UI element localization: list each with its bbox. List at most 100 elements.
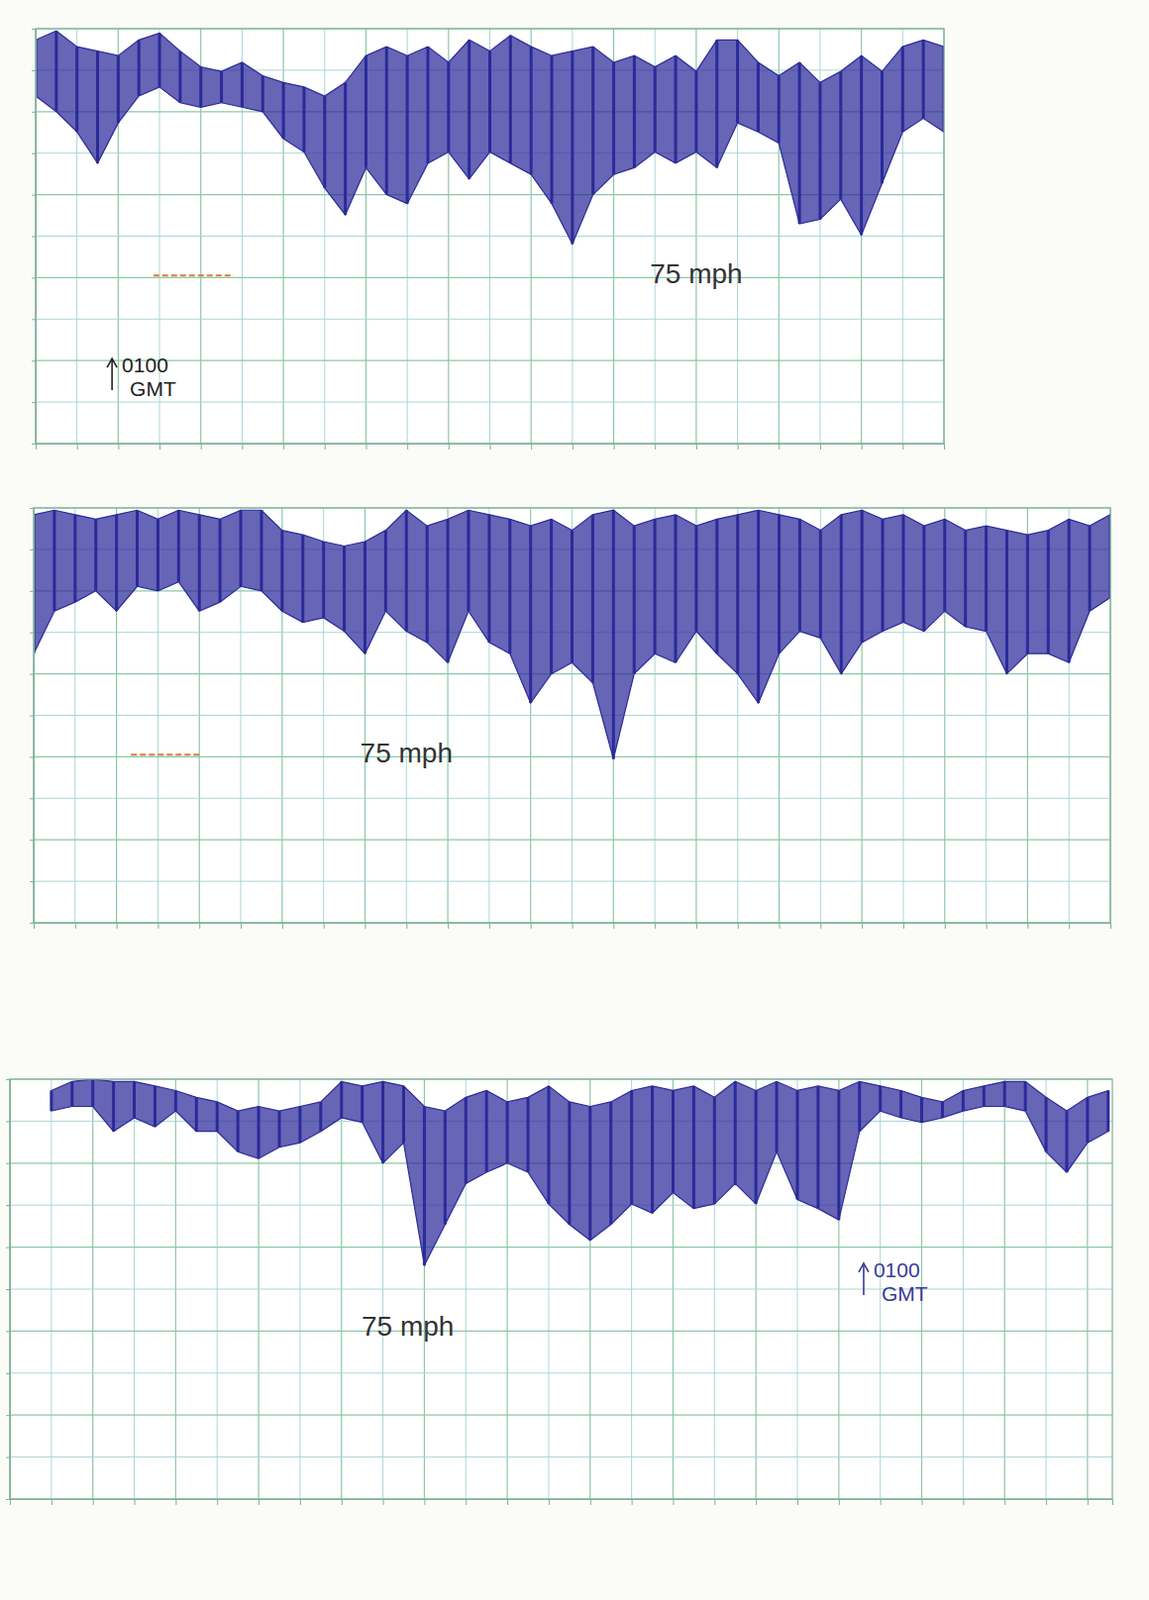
trace-stroke	[1046, 530, 1050, 655]
tick	[383, 1499, 385, 1506]
tick-mark	[530, 443, 532, 450]
trace-stroke	[467, 39, 471, 179]
panel: 75 mph	[29, 508, 1112, 930]
tick	[175, 1499, 177, 1506]
tick-mark	[572, 443, 574, 450]
tick-mark	[572, 923, 574, 930]
tick-mark	[902, 443, 904, 450]
trace-stroke	[922, 39, 926, 118]
arrow-head	[858, 1263, 869, 1273]
threshold-line	[130, 753, 200, 756]
plot-frame	[35, 28, 944, 444]
tick	[944, 923, 946, 930]
trace-stroke	[591, 515, 595, 684]
trace-stroke	[796, 1090, 800, 1200]
trace-stroke	[880, 71, 884, 184]
tick-mark	[5, 1415, 10, 1417]
tick	[613, 923, 615, 930]
panel: 75 mph0100GMT	[31, 28, 945, 450]
tick	[199, 923, 201, 930]
plot-frame	[9, 1079, 1113, 1500]
trace-band	[35, 30, 944, 244]
tick	[5, 1205, 10, 1207]
annotation-arrow	[106, 358, 117, 391]
trace-stroke	[1088, 525, 1092, 612]
tick	[117, 443, 119, 450]
tick-mark	[240, 923, 242, 930]
tick-mark	[779, 923, 781, 930]
tick-mark	[117, 443, 119, 450]
tick-mark	[737, 443, 739, 450]
tick-mark	[407, 443, 409, 450]
trace-stroke	[839, 515, 843, 675]
tick	[755, 1499, 757, 1506]
tick	[216, 1499, 218, 1506]
trace-stroke	[775, 1081, 779, 1152]
tick	[1027, 923, 1029, 930]
grid-line-y	[35, 235, 944, 237]
tick	[5, 1121, 10, 1123]
tick-mark	[654, 923, 656, 930]
tick-mark	[489, 923, 491, 930]
trace-stroke	[277, 1111, 281, 1149]
tick-mark	[820, 443, 822, 450]
trace-stroke	[302, 87, 306, 153]
trace-stroke	[671, 1090, 675, 1193]
trace-stroke	[360, 1086, 364, 1124]
tick-mark	[465, 1499, 467, 1506]
tick	[986, 923, 988, 930]
tick	[922, 1499, 924, 1506]
trace-stroke	[405, 510, 409, 631]
trace-stroke	[694, 71, 698, 153]
trace-stroke	[70, 1081, 74, 1107]
trace-stroke	[798, 62, 802, 224]
plot-background	[33, 508, 1111, 924]
tick	[448, 443, 450, 450]
tick	[530, 923, 532, 930]
tick-mark	[797, 1499, 799, 1506]
tick-mark	[903, 923, 905, 930]
trace-stroke	[1005, 530, 1009, 675]
trace-stroke	[733, 1081, 737, 1184]
tick	[880, 1499, 882, 1506]
tick-mark	[962, 1499, 964, 1506]
grid-line-y	[33, 839, 1111, 841]
tick	[507, 1499, 509, 1506]
tick-mark	[423, 1499, 425, 1506]
trace-stroke	[692, 1086, 696, 1210]
tick-mark	[282, 923, 284, 930]
trace-stroke	[488, 51, 492, 153]
trace-stroke	[464, 1097, 468, 1184]
trace-stroke	[54, 30, 58, 112]
tick	[258, 1499, 260, 1506]
x-axis	[10, 1499, 1114, 1506]
trace-stroke	[384, 530, 388, 613]
grid-line-y	[9, 1247, 1113, 1249]
tick	[572, 443, 574, 450]
trace-stroke	[446, 519, 450, 663]
tick	[323, 923, 325, 930]
tick-mark	[51, 1499, 53, 1506]
trace-stroke	[674, 515, 678, 663]
grid	[35, 28, 944, 444]
trace-stroke	[526, 1097, 530, 1173]
grid-line-y	[33, 715, 1111, 717]
tick-mark	[323, 923, 325, 930]
tick	[737, 923, 739, 930]
tick	[5, 1331, 10, 1333]
tick-mark	[116, 923, 118, 930]
tick-mark	[364, 923, 366, 930]
trace-stroke	[75, 46, 79, 132]
trace-stroke	[528, 525, 532, 704]
grid-line-y	[9, 1415, 1113, 1417]
trace-stroke	[653, 67, 657, 153]
trace-stroke	[425, 525, 429, 643]
trace-stroke	[612, 510, 616, 759]
trace-stroke	[629, 1090, 633, 1205]
trace-stroke	[550, 55, 554, 204]
trace-stroke	[280, 530, 284, 613]
trace-stroke	[674, 55, 678, 164]
tick-mark	[365, 443, 367, 450]
tick-mark	[613, 923, 615, 930]
tick	[962, 1499, 964, 1506]
